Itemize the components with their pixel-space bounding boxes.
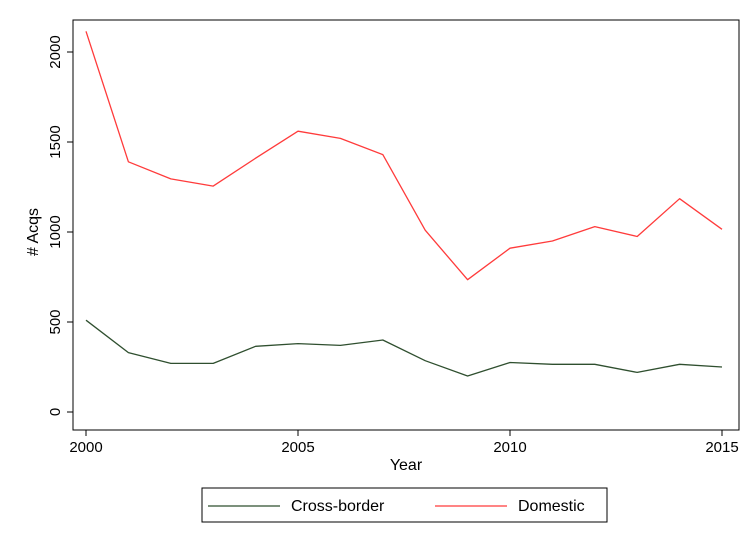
- y-tick-label: 500: [47, 309, 64, 334]
- y-tick-label: 1000: [47, 215, 64, 248]
- x-tick-label: 2015: [705, 439, 738, 456]
- y-tick-label: 0: [47, 408, 64, 416]
- x-axis: 2000 2005 2010 2015: [69, 430, 739, 456]
- series-line-domestic: [85, 31, 723, 281]
- legend-label-domestic: Domestic: [518, 498, 585, 515]
- series-layer: [85, 31, 723, 377]
- x-tick-label: 2010: [493, 439, 526, 456]
- legend-box: [201, 487, 608, 523]
- x-axis-title: Year: [390, 457, 423, 474]
- legend: Cross-border Domestic: [201, 487, 608, 523]
- y-axis-title: # Acqs: [25, 208, 42, 256]
- x-tick-label: 2005: [281, 439, 314, 456]
- y-axis: 0 500 1000 1500 2000: [47, 35, 73, 416]
- legend-label-cross-border: Cross-border: [291, 498, 385, 515]
- y-tick-label: 1500: [47, 125, 64, 158]
- y-tick-label: 2000: [47, 35, 64, 68]
- plot-frame: [72, 19, 740, 431]
- series-line-cross-border: [85, 319, 723, 377]
- x-tick-label: 2000: [69, 439, 102, 456]
